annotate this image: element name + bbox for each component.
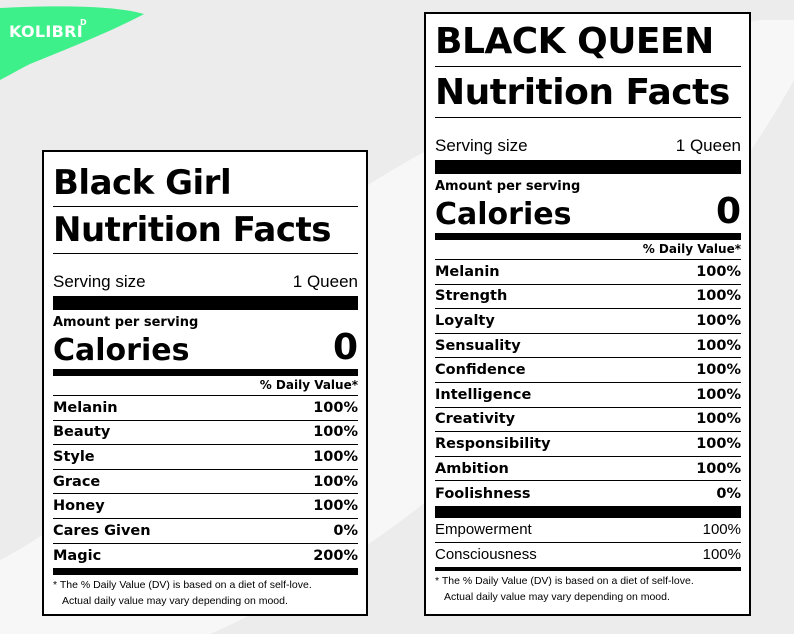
- nutrient-row: Creativity 100%: [435, 408, 741, 433]
- nutrient-row: Melanin 100%: [53, 396, 358, 421]
- footnote-line: Actual daily value may vary depending on…: [444, 590, 670, 603]
- nutrient-row: Magic 200%: [53, 544, 358, 569]
- serving-size-row: Serving size 1 Queen: [435, 118, 741, 158]
- nutrient-name: Ambition: [435, 460, 509, 477]
- serving-size-label: Serving size: [53, 272, 146, 291]
- nutrient-row: Foolishness 0%: [435, 481, 741, 506]
- nutrient-name: Melanin: [53, 399, 118, 416]
- kolibri-logo: KOLIBRI D: [0, 0, 150, 82]
- nutrient-row: Melanin 100%: [435, 260, 741, 285]
- footnote-line: * The % Daily Value (DV) is based on a d…: [53, 579, 312, 592]
- nutrient-row: Sensuality 100%: [435, 334, 741, 359]
- calories-label: Calories: [435, 197, 572, 232]
- nutrient-name: Honey: [53, 498, 105, 515]
- nutrient-value: 100%: [696, 386, 741, 403]
- nutrient-name: Confidence: [435, 362, 526, 379]
- nutrient-value: 100%: [313, 424, 358, 441]
- serving-size-value: 1 Queen: [675, 136, 741, 155]
- nutrient-row: Responsibility 100%: [435, 432, 741, 457]
- nutrient-name: Responsibility: [435, 435, 551, 452]
- thick-divider: [53, 568, 358, 576]
- nutrient-row: Cares Given 0%: [53, 519, 358, 544]
- nutrient-value: 0%: [333, 522, 358, 539]
- nutrient-name: Intelligence: [435, 386, 532, 403]
- nutrient-value: 100%: [696, 460, 741, 477]
- logo-text: KOLIBRI: [9, 22, 83, 41]
- extra-name: Empowerment: [435, 521, 532, 539]
- extra-value: 100%: [702, 521, 741, 539]
- nutrient-name: Creativity: [435, 411, 516, 428]
- nutrient-row: Ambition 100%: [435, 457, 741, 482]
- serving-size-label: Serving size: [435, 136, 528, 155]
- nutrient-name: Style: [53, 448, 95, 465]
- medium-divider: [53, 369, 358, 376]
- nutrient-value: 100%: [696, 263, 741, 280]
- extra-value: 100%: [702, 546, 741, 564]
- nutrient-value: 100%: [313, 399, 358, 416]
- amount-per-serving: Amount per serving: [435, 179, 581, 194]
- nutrient-row: Style 100%: [53, 445, 358, 470]
- black-queen-nutrition-label: BLACK QUEEN Nutrition Facts Serving size…: [424, 12, 751, 616]
- nutrient-name: Melanin: [435, 263, 500, 280]
- nutrient-value: 100%: [696, 362, 741, 379]
- footnote-line: Actual daily value may vary depending on…: [62, 594, 288, 607]
- nutrient-value: 100%: [313, 498, 358, 515]
- calories-row: Calories 0: [435, 194, 741, 230]
- medium-divider: [435, 233, 741, 240]
- logo-superscript: D: [80, 18, 87, 27]
- nutrient-row: Loyalty 100%: [435, 309, 741, 334]
- nutrient-value: 100%: [696, 312, 741, 329]
- nutrient-list: Melanin 100% Strength 100% Loyalty 100% Sen…: [435, 260, 741, 506]
- nutrient-row: Intelligence 100%: [435, 383, 741, 408]
- nutrient-name: Beauty: [53, 424, 111, 441]
- nutrient-list: Melanin 100% Beauty 100% Style 100% Grace 10…: [53, 396, 358, 568]
- nutrient-value: 0%: [716, 485, 741, 502]
- nutrient-name: Loyalty: [435, 312, 495, 329]
- nutrient-row: Strength 100%: [435, 285, 741, 310]
- serving-size-value: 1 Queen: [292, 272, 358, 291]
- nutrient-name: Foolishness: [435, 485, 531, 502]
- nutrient-value: 100%: [313, 448, 358, 465]
- calories-label: Calories: [53, 333, 190, 368]
- thick-divider: [53, 296, 358, 310]
- nutrient-row: Honey 100%: [53, 494, 358, 519]
- serving-size-row: Serving size 1 Queen: [53, 254, 358, 294]
- thick-divider: [435, 160, 741, 174]
- nutrient-name: Grace: [53, 473, 101, 490]
- extra-row: Consciousness 100%: [435, 543, 741, 568]
- label-title: BLACK QUEEN: [435, 14, 741, 67]
- nutrient-name: Cares Given: [53, 522, 151, 539]
- nutrient-name: Strength: [435, 288, 508, 305]
- nutrient-value: 100%: [696, 435, 741, 452]
- extra-list: Empowerment 100% Consciousness 100%: [435, 518, 741, 567]
- thick-divider: [435, 505, 741, 518]
- extra-row: Empowerment 100%: [435, 518, 741, 543]
- extra-name: Consciousness: [435, 546, 537, 564]
- daily-value-header: % Daily Value*: [435, 240, 741, 260]
- label-subtitle: Nutrition Facts: [435, 67, 741, 118]
- footnote: * The % Daily Value (DV) is based on a d…: [53, 575, 358, 610]
- nutrient-value: 100%: [696, 411, 741, 428]
- daily-value-header: % Daily Value*: [53, 376, 358, 396]
- label-title: Black Girl: [53, 152, 358, 207]
- calories-row: Calories 0: [53, 330, 358, 366]
- nutrient-row: Grace 100%: [53, 470, 358, 495]
- nutrient-value: 100%: [313, 473, 358, 490]
- nutrient-name: Magic: [53, 547, 102, 564]
- logo-blob-icon: [0, 6, 144, 81]
- amount-per-serving: Amount per serving: [53, 315, 199, 330]
- nutrient-value: 100%: [696, 337, 741, 354]
- calories-value: 0: [332, 327, 358, 368]
- thin-divider: [435, 567, 741, 572]
- nutrient-value: 200%: [313, 547, 358, 564]
- nutrient-name: Sensuality: [435, 337, 521, 354]
- footnote-line: * The % Daily Value (DV) is based on a d…: [435, 575, 694, 588]
- nutrient-row: Confidence 100%: [435, 358, 741, 383]
- footnote: * The % Daily Value (DV) is based on a d…: [435, 571, 741, 606]
- nutrient-row: Beauty 100%: [53, 421, 358, 446]
- nutrient-value: 100%: [696, 288, 741, 305]
- label-subtitle: Nutrition Facts: [53, 207, 358, 254]
- calories-value: 0: [715, 191, 741, 232]
- black-girl-nutrition-label: Black Girl Nutrition Facts Serving size …: [42, 150, 368, 616]
